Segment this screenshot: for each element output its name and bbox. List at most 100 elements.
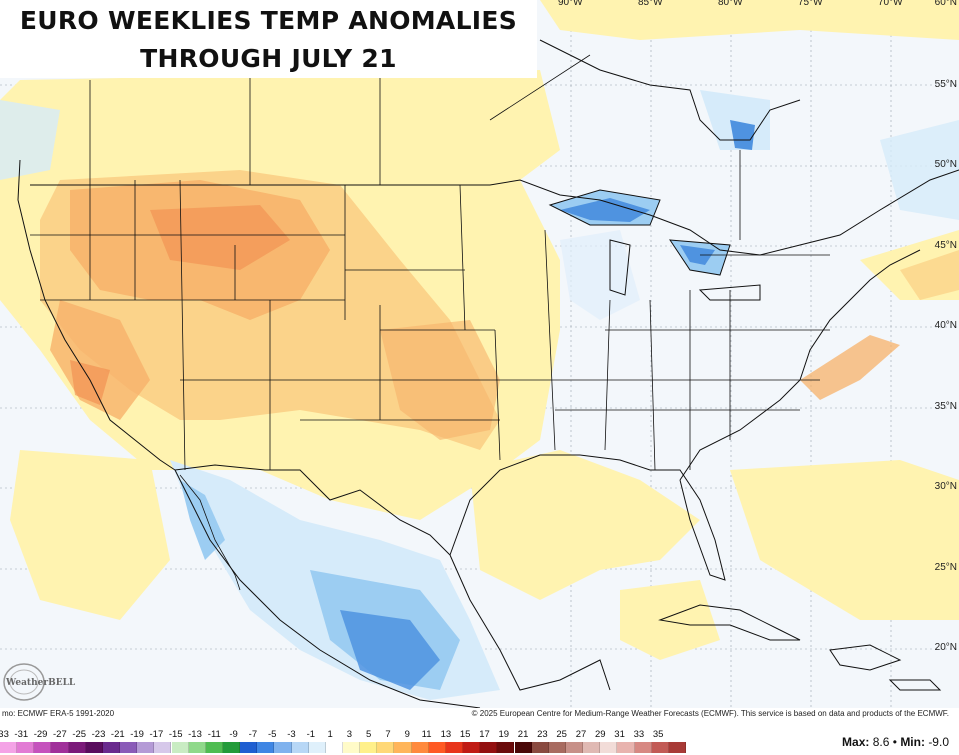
lat-label-60n: 60°N [934,0,957,8]
lon-label-70w: 70°W [878,0,903,8]
colorbar-swatch [291,742,309,753]
colorbar-label: -27 [53,729,67,740]
colorbar-swatch [0,742,18,753]
colorbar-label: 31 [614,729,625,740]
colorbar-swatch [600,742,618,753]
lon-label-90w: 90°W [558,0,583,8]
colorbar-swatch [651,742,669,753]
colorbar-label: -21 [110,729,125,740]
colorbar-swatch [463,742,481,753]
colorbar-swatch [531,742,549,753]
lat-label-40n: 40°N [934,320,957,331]
colorbar-swatch [617,742,635,753]
colorbar-swatch [68,742,86,753]
colorbar-label: -17 [149,729,164,740]
colorbar-label: 11 [421,729,432,740]
colorbar-label: -29 [33,729,48,740]
colorbar-label: 9 [404,729,410,740]
max-value: 8.6 [872,735,890,749]
colorbar-swatch [171,742,189,753]
colorbar-swatch [411,742,429,753]
colorbar-swatch [34,742,52,753]
colorbar-swatch [222,742,241,753]
colorbar-swatch [394,742,412,753]
colorbar-swatch [514,742,532,753]
colorbar-swatch [274,742,292,753]
stats-separator: • [892,735,897,749]
weatherbell-logo [3,663,45,701]
colorbar-label: -5 [267,729,277,740]
colorbar-swatch [668,742,686,753]
lon-label-80w: 80°W [718,0,743,8]
colorbar-label: 33 [633,729,645,740]
logo-text: WeatherBELL [6,678,76,688]
colorbar-label: 27 [575,729,587,740]
colorbar-label: -13 [188,729,202,740]
colorbar-label: -1 [306,729,316,740]
lat-label-55n: 55°N [934,79,957,90]
colorbar-swatch [154,742,172,753]
colorbar-swatch [445,742,464,753]
colorbar-swatch [325,742,343,753]
colorbar-swatch [17,742,35,753]
colorbar-swatch [188,742,206,753]
colorbar-label: -9 [229,729,238,740]
warm-anomaly-field [0,0,959,660]
colorbar-label: 7 [385,729,391,740]
colorbar-label: 3 [346,729,353,740]
colorbar-swatch [343,742,361,753]
colorbar-label: 15 [459,729,471,740]
lat-label-25n: 25°N [934,562,957,573]
colorbar-label: 19 [498,729,510,740]
colorbar-swatch [480,742,498,753]
colorbar-swatch [634,742,652,753]
colorbar-swatch [240,742,258,753]
lat-label-45n: 45°N [934,240,957,251]
colorbar-label: -11 [207,729,221,740]
colorbar-label: 1 [327,729,333,740]
colorbar-swatch [137,742,155,753]
title-box: EURO WEEKLIES TEMP ANOMALIES THROUGH JUL… [0,0,537,78]
colorbar-swatch [360,742,378,753]
lat-label-20n: 20°N [934,642,957,653]
colorbar-swatch [497,742,515,753]
colorbar-swatch [377,742,395,753]
colorbar-label: -19 [130,729,144,740]
lat-label-35n: 35°N [934,401,957,412]
colorbar-label: -3 [287,729,296,740]
colorbar-swatch [85,742,103,753]
colorbar-swatch [205,742,223,753]
max-min-stats: Max: 8.6 • Min: -9.0 [842,735,949,749]
colorbar-swatch [583,742,601,753]
colorbar-label: -7 [248,729,258,740]
lat-label-50n: 50°N [934,159,957,170]
colorbar-swatch [548,742,566,753]
colorbar-label: 5 [366,729,372,740]
colorbar-label: 17 [479,729,490,740]
lat-label-30n: 30°N [934,481,957,492]
colorbar-label: 29 [595,729,606,740]
lon-label-75w: 75°W [798,0,823,8]
lon-label-85w: 85°W [638,0,663,8]
colorbar-swatch [120,742,138,753]
colorbar-swatch [102,742,121,753]
min-value: -9.0 [928,735,949,749]
colorbar-label: 23 [537,729,548,740]
map-title-line-2: THROUGH JULY 21 [140,44,397,73]
cool-anomaly-field [0,90,959,700]
map-title-line-1: EURO WEEKLIES TEMP ANOMALIES [19,6,518,35]
colorbar-swatch [308,742,326,753]
political-boundaries [17,39,959,708]
colorbar-label: -23 [91,729,106,740]
max-label: Max: [842,735,870,749]
colorbar-label: -15 [168,729,183,740]
colorbar-label: 21 [517,729,529,740]
min-label: Min: [900,735,925,749]
colorbar-label: -31 [14,729,29,740]
colorbar-label: 13 [440,729,452,740]
colorbar-label: -25 [72,729,87,740]
ecmwf-credit: © 2025 European Centre for Medium-Range … [471,709,949,718]
colorbar-label: -33 [0,729,9,740]
colorbar-swatch [257,742,275,753]
colorbar-swatch [51,742,69,753]
